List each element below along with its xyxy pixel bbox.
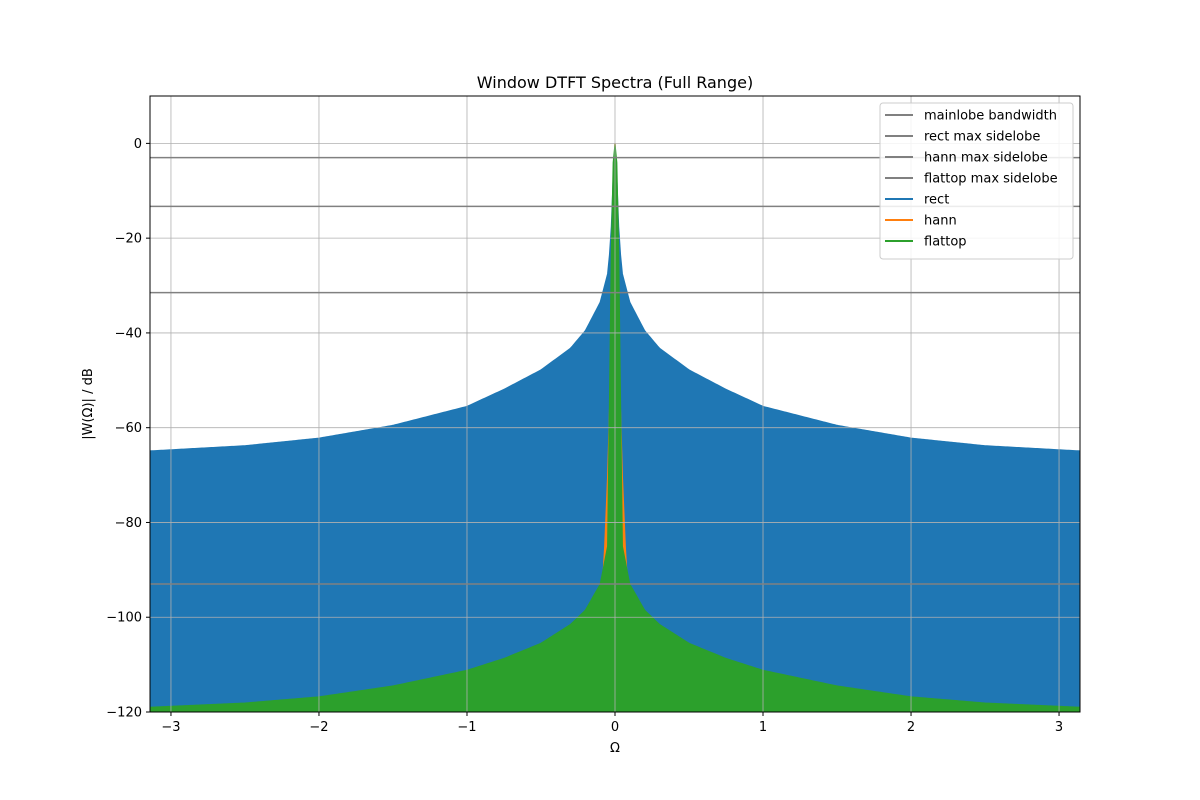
legend-label: hann max sidelobe: [924, 151, 1048, 166]
legend-label: flattop max sidelobe: [924, 172, 1058, 187]
y-tick-label: −80: [115, 516, 142, 531]
legend-label: rect max sidelobe: [924, 130, 1040, 145]
x-tick-label: −2: [309, 720, 328, 735]
y-tick-label: −60: [115, 421, 142, 436]
y-tick-label: −20: [115, 232, 142, 247]
y-tick-label: −100: [106, 611, 142, 626]
legend-label: rect: [924, 193, 949, 208]
chart-title: Window DTFT Spectra (Full Range): [477, 73, 753, 92]
x-axis: −3 −2 −1 0 1 2 3: [161, 712, 1063, 735]
y-tick-label: 0: [134, 137, 142, 152]
x-tick-label: −1: [457, 720, 476, 735]
y-tick-label: −40: [115, 326, 142, 341]
y-tick-label: −120: [106, 706, 142, 721]
x-tick-label: −3: [161, 720, 180, 735]
x-axis-label: Ω: [610, 741, 620, 756]
legend-label: flattop: [924, 235, 967, 250]
legend: mainlobe bandwidth rect max sidelobe hann …: [879, 102, 1074, 260]
x-tick-label: 3: [1055, 720, 1063, 735]
y-axis: 0 −20 −40 −60 −80 −100 −120: [106, 137, 150, 721]
x-tick-label: 1: [759, 720, 767, 735]
y-axis-label: |W(Ω)| / dB: [81, 368, 96, 440]
legend-label: hann: [924, 214, 957, 229]
x-tick-label: 2: [907, 720, 915, 735]
x-tick-label: 0: [611, 720, 619, 735]
legend-box: [879, 102, 1074, 260]
legend-label: mainlobe bandwidth: [924, 109, 1057, 124]
